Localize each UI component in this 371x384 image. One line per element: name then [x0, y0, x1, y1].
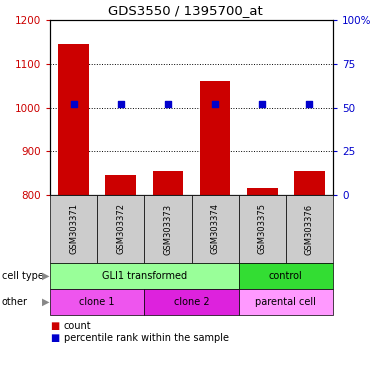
Text: GLI1 transformed: GLI1 transformed: [102, 271, 187, 281]
Point: [70, 101, 76, 107]
Bar: [294, 171, 325, 195]
Text: GSM303373: GSM303373: [163, 204, 173, 255]
Text: percentile rank within the sample: percentile rank within the sample: [64, 333, 229, 343]
Text: GSM303376: GSM303376: [305, 204, 314, 255]
Text: clone 2: clone 2: [174, 297, 209, 307]
Text: ■: ■: [50, 321, 59, 331]
Text: GSM303372: GSM303372: [116, 204, 125, 255]
Point: [306, 101, 312, 107]
Point: [165, 101, 171, 107]
Text: ■: ■: [50, 333, 59, 343]
Point: [259, 101, 265, 107]
Text: parental cell: parental cell: [255, 297, 316, 307]
Text: control: control: [269, 271, 303, 281]
Text: GDS3550 / 1395700_at: GDS3550 / 1395700_at: [108, 4, 263, 17]
Text: count: count: [64, 321, 92, 331]
Text: GSM303375: GSM303375: [258, 204, 267, 255]
Text: clone 1: clone 1: [79, 297, 115, 307]
Text: GSM303374: GSM303374: [211, 204, 220, 255]
Text: ▶: ▶: [42, 271, 50, 281]
Bar: [58, 44, 89, 195]
Text: cell type: cell type: [2, 271, 44, 281]
Bar: [200, 81, 230, 195]
Text: GSM303371: GSM303371: [69, 204, 78, 255]
Point: [118, 101, 124, 107]
Text: other: other: [2, 297, 28, 307]
Text: ▶: ▶: [42, 297, 50, 307]
Bar: [152, 171, 183, 195]
Bar: [105, 175, 136, 195]
Bar: [247, 189, 278, 195]
Point: [212, 101, 218, 107]
